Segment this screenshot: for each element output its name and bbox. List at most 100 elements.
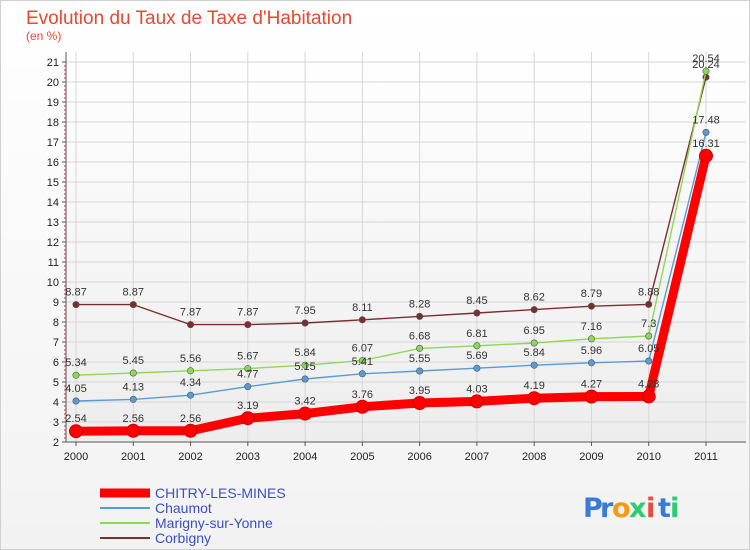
data-label: 6.07	[352, 343, 373, 355]
data-label: 2.56	[123, 413, 144, 425]
y-tick-label: 19	[47, 97, 59, 109]
data-point	[587, 302, 595, 310]
x-tick-label: 2010	[636, 451, 660, 463]
data-point	[587, 359, 595, 367]
data-point	[473, 364, 481, 372]
data-point	[187, 321, 195, 329]
data-label: 3.76	[352, 389, 373, 401]
data-label: 5.69	[466, 350, 487, 362]
data-point	[355, 399, 370, 414]
data-label: 20.24	[692, 59, 720, 71]
data-point	[645, 300, 653, 308]
data-point	[469, 394, 484, 409]
data-point	[702, 128, 710, 136]
data-point	[187, 391, 195, 399]
data-label: 8.87	[123, 287, 144, 299]
data-label: 2.56	[180, 413, 201, 425]
x-tick-label: 2008	[522, 451, 546, 463]
data-point	[702, 67, 710, 75]
data-label: 5.55	[409, 353, 430, 365]
data-point	[641, 389, 656, 404]
data-label: 7.87	[180, 307, 201, 319]
data-label: 6.81	[466, 328, 487, 340]
data-point	[416, 367, 424, 375]
y-tick-label: 21	[47, 57, 59, 69]
x-tick-label: 2000	[64, 451, 88, 463]
y-tick-label: 7	[53, 337, 59, 349]
data-point	[358, 316, 366, 324]
data-label: 8.45	[466, 295, 487, 307]
label-layer: 2.54 2.56 2.56 3.19 3.42 3.76 3.95 4.03 4.19 4.27…	[65, 53, 719, 425]
y-tick-label: 15	[47, 177, 59, 189]
data-label: 4.28	[638, 378, 659, 390]
data-point	[527, 391, 542, 406]
data-label: 8.87	[65, 287, 86, 299]
data-label: 5.15	[294, 361, 315, 373]
data-label: 4.13	[123, 381, 144, 393]
data-point	[301, 375, 309, 383]
logo-letter: o	[612, 493, 631, 524]
data-point	[358, 357, 366, 365]
plot-area	[66, 52, 746, 442]
y-tick-label: 6	[53, 357, 59, 369]
x-tick-label: 2006	[407, 451, 431, 463]
data-point	[129, 395, 137, 403]
data-label: 6.05	[638, 343, 659, 355]
data-label: 5.34	[65, 357, 86, 369]
series-line-2	[75, 70, 707, 376]
data-label: 6.95	[523, 325, 544, 337]
data-label: 4.03	[466, 383, 487, 395]
logo-letter: P	[583, 493, 603, 524]
x-tick-label: 2003	[236, 451, 260, 463]
x-tick-label: 2001	[121, 451, 145, 463]
data-point	[240, 411, 255, 426]
data-point	[584, 389, 599, 404]
data-label: 3.19	[237, 400, 258, 412]
data-point	[416, 344, 424, 352]
data-label: 16.31	[692, 138, 720, 150]
data-point	[72, 397, 80, 405]
chart-subtitle: (en %)	[26, 29, 61, 43]
y-tick-label: 5	[53, 377, 59, 389]
y-tick-label: 20	[47, 77, 59, 89]
y-tick-label: 17	[47, 137, 59, 149]
data-label: 5.41	[352, 356, 373, 368]
data-point	[72, 371, 80, 379]
data-point	[183, 423, 198, 438]
data-label: 7.16	[581, 321, 602, 333]
data-label: 2.54	[65, 413, 86, 425]
data-label: 4.34	[180, 377, 201, 389]
axis-layer: 2 3 4 5 6 7 8 9 10 11 12 13 14 15 16 17 18 19 20 21 2000 2001…	[47, 52, 746, 463]
y-tick-label: 12	[47, 237, 59, 249]
series-layer	[69, 67, 713, 439]
data-label: 3.42	[294, 396, 315, 408]
logo-letter: i	[646, 493, 655, 524]
data-label: 5.56	[180, 353, 201, 365]
data-label: 5.84	[523, 347, 544, 359]
x-tick-label: 2005	[350, 451, 374, 463]
series-line-0	[71, 151, 711, 436]
legend-label-2: Marigny-sur-Yonne	[155, 515, 273, 531]
legend-label-0: CHITRY-LES-MINES	[155, 485, 286, 501]
data-label: 8.88	[638, 286, 659, 298]
x-tick-label: 2011	[694, 451, 718, 463]
data-label: 4.05	[65, 383, 86, 395]
data-label: 5.67	[237, 351, 258, 363]
data-label: 8.28	[409, 298, 430, 310]
data-point	[298, 406, 313, 421]
legend-label-1: Chaumot	[155, 500, 212, 516]
data-point	[244, 365, 252, 373]
data-label: 20.54	[692, 53, 720, 65]
data-point	[129, 369, 137, 377]
data-point	[412, 396, 427, 410]
x-tick-label: 2004	[293, 451, 317, 463]
data-point	[244, 383, 252, 391]
data-point	[301, 361, 309, 369]
grid-layer	[66, 52, 746, 443]
data-point	[69, 424, 83, 439]
y-tick-label: 10	[47, 277, 59, 289]
y-tick-label: 4	[53, 397, 59, 409]
y-tick-label: 2	[53, 437, 59, 449]
